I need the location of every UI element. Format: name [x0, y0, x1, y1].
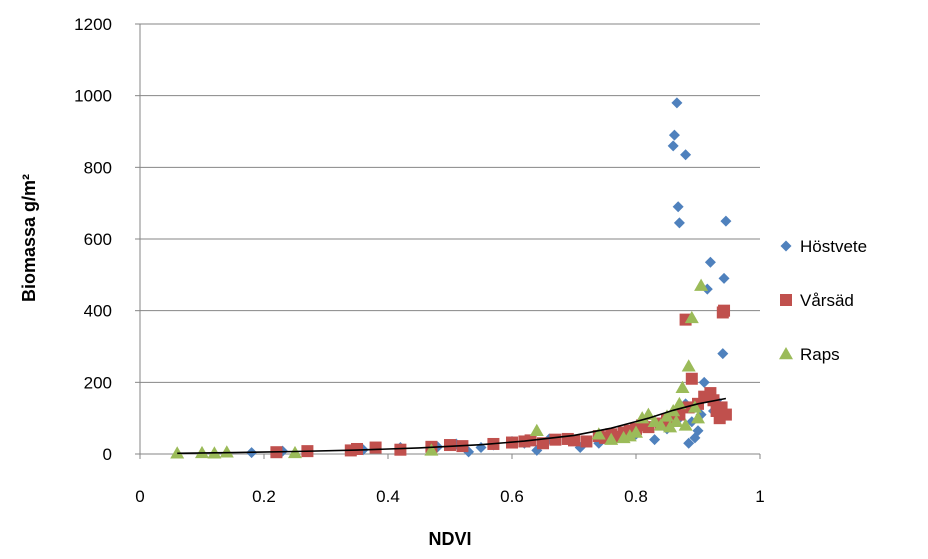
gridlines	[140, 23, 760, 383]
y-tick-label: 400	[84, 302, 112, 321]
legend-marker-triangle	[779, 347, 793, 360]
x-tick-label: 0.2	[252, 487, 276, 506]
legend-marker-square	[780, 294, 792, 306]
data-point-diamond	[673, 217, 685, 229]
data-point-diamond	[649, 434, 661, 446]
data-point-diamond	[680, 149, 692, 161]
data-point-square	[394, 443, 407, 456]
data-point-square	[719, 408, 732, 421]
data-point-diamond	[667, 140, 679, 152]
data-point-triangle	[622, 429, 637, 442]
data-point-diamond	[718, 272, 730, 284]
data-point-triangle	[663, 420, 678, 433]
x-tick-label: 0.6	[500, 487, 524, 506]
data-point-triangle	[424, 443, 439, 456]
x-tick-label: 0	[135, 487, 144, 506]
data-point-triangle	[629, 425, 643, 438]
y-tick-label: 800	[84, 158, 112, 177]
data-point-square	[537, 437, 549, 450]
data-point-diamond	[720, 215, 732, 227]
data-point-triangle	[591, 427, 606, 440]
data-point-diamond	[704, 256, 716, 268]
legend-label: Raps	[800, 345, 840, 364]
legend-label: Höstvete	[800, 237, 867, 256]
data-point-triangle	[684, 310, 699, 324]
legend: Höstvete Vårsäd Raps	[779, 237, 867, 364]
series-square	[270, 304, 732, 459]
data-point-triangle	[219, 445, 234, 458]
data-point-diamond	[717, 348, 729, 360]
data-point-triangle	[687, 400, 702, 413]
data-point-triangle	[669, 414, 684, 427]
data-point-triangle	[672, 396, 687, 410]
data-point-square	[444, 439, 456, 452]
y-tick-label: 1200	[74, 15, 112, 34]
data-point-triangle	[529, 423, 544, 436]
data-point-square	[351, 442, 363, 455]
data-point-square	[685, 372, 698, 385]
axes	[135, 23, 761, 459]
data-point-triangle	[675, 380, 690, 393]
legend-marker-diamond	[780, 240, 792, 252]
data-point-triangle	[691, 411, 705, 424]
x-tick-label: 0.8	[624, 487, 648, 506]
data-point-diamond	[672, 201, 684, 213]
x-tick-label: 0.4	[376, 487, 400, 506]
data-points	[170, 97, 732, 459]
y-tick-label: 200	[84, 373, 112, 392]
data-point-square	[549, 433, 562, 446]
trendline	[177, 397, 727, 455]
data-point-square	[580, 435, 593, 448]
y-axis-title: Biomassa g/m²	[19, 174, 39, 302]
data-point-square	[718, 304, 731, 317]
data-point-square	[369, 441, 382, 454]
data-point-diamond	[698, 376, 710, 388]
data-point-triangle	[678, 418, 693, 431]
x-tick-label: 1	[755, 487, 764, 506]
tick-labels: 0 200 400 600 800 1000 1200 0 0.2 0.4 0.6 0.8 1	[74, 15, 765, 506]
data-point-square	[568, 434, 580, 447]
series-triangle	[170, 278, 709, 459]
data-point-diamond	[692, 425, 704, 437]
data-point-triangle	[195, 445, 209, 459]
data-point-triangle	[681, 359, 696, 372]
data-point-diamond	[671, 97, 683, 109]
data-point-triangle	[694, 278, 709, 291]
data-point-diamond	[668, 129, 680, 141]
data-point-triangle	[170, 446, 185, 459]
y-tick-label: 600	[84, 230, 112, 249]
data-point-diamond	[683, 437, 695, 449]
x-axis-title: NDVI	[428, 529, 471, 549]
data-point-triangle	[653, 418, 668, 431]
data-point-triangle	[604, 432, 619, 445]
series-diamond	[246, 97, 732, 459]
legend-label: Vårsäd	[800, 291, 854, 310]
y-tick-label: 0	[103, 445, 112, 464]
y-tick-label: 1000	[74, 87, 112, 106]
